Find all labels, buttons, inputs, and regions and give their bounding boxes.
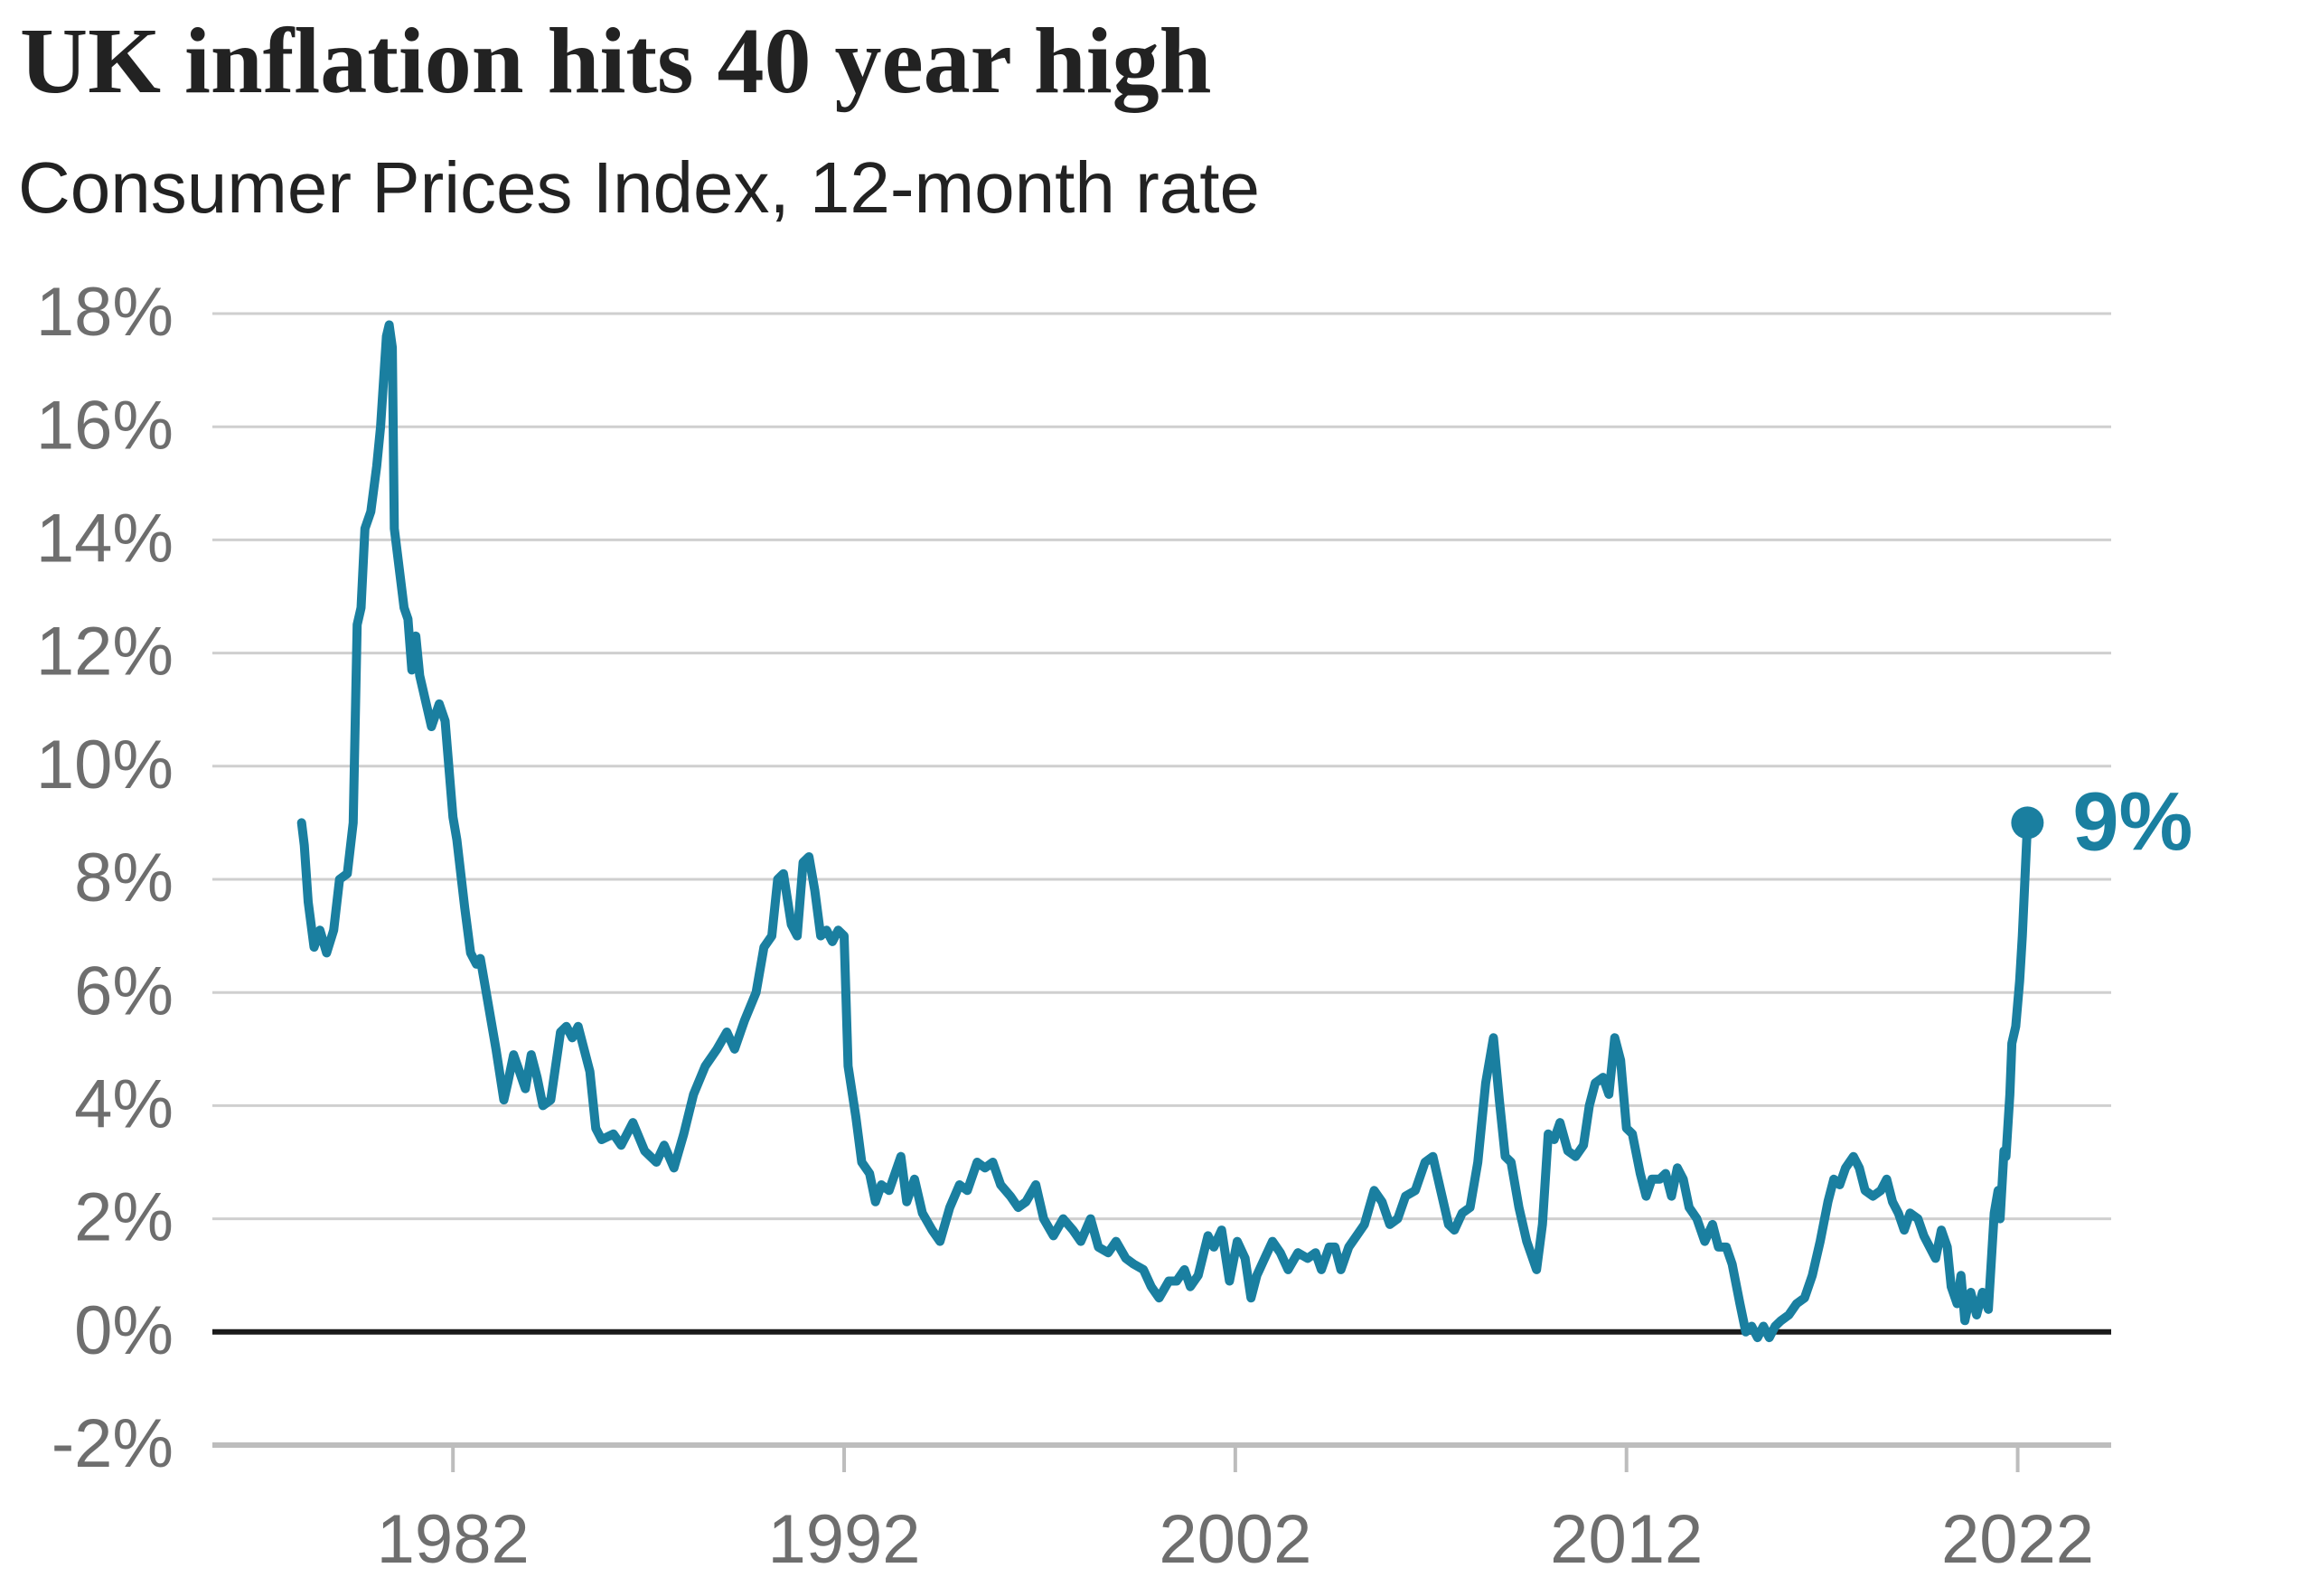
- y-tick-label: 12%: [36, 614, 174, 690]
- chart-subtitle: Consumer Prices Index, 12-month rate: [18, 147, 1260, 228]
- end-point: [2011, 806, 2044, 840]
- y-tick-label: 16%: [36, 387, 174, 464]
- data-line: [296, 320, 2033, 1343]
- end-label: 9%: [2072, 776, 2193, 868]
- y-tick-label: 10%: [36, 727, 174, 803]
- y-tick-label: 4%: [74, 1066, 174, 1142]
- x-tick-label: 2002: [1159, 1501, 1311, 1578]
- chart-title: UK inflation hits 40 year high: [20, 9, 1211, 113]
- y-tick-label: 8%: [74, 840, 174, 916]
- y-tick-label: 0%: [74, 1292, 174, 1369]
- y-tick-label: -2%: [52, 1405, 174, 1482]
- x-tick-label: 1992: [767, 1501, 920, 1578]
- y-tick-label: 18%: [36, 274, 174, 351]
- x-tick-label: 1982: [377, 1501, 530, 1578]
- x-tick-label: 2022: [1941, 1501, 2094, 1578]
- x-tick-label: 2012: [1550, 1501, 1703, 1578]
- y-tick-label: 6%: [74, 953, 174, 1029]
- y-tick-label: 2%: [74, 1179, 174, 1256]
- y-tick-label: 14%: [36, 500, 174, 577]
